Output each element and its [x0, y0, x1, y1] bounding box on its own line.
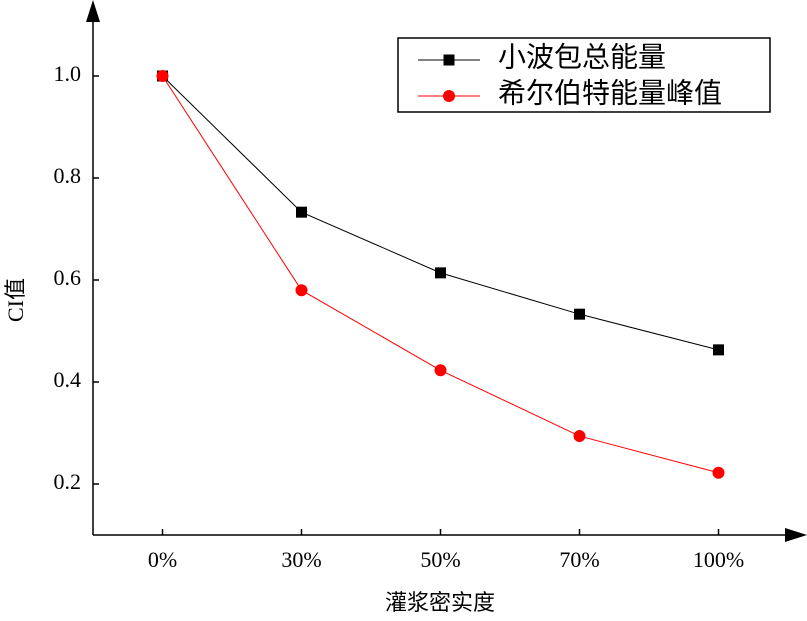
- data-point: [435, 267, 446, 279]
- data-point: [295, 284, 308, 297]
- data-point: [573, 430, 586, 443]
- y-tick-label: 0.2: [54, 469, 82, 494]
- y-tick-label: 0.6: [54, 265, 82, 290]
- data-point: [434, 364, 447, 377]
- data-point: [713, 344, 724, 356]
- y-tick-label: 0.4: [54, 367, 82, 392]
- y-axis-label: CI值: [3, 278, 28, 322]
- y-tick-label: 0.8: [54, 163, 82, 188]
- x-tick-label: 30%: [281, 547, 321, 572]
- data-point: [712, 466, 725, 479]
- legend-label: 小波包总能量: [498, 41, 666, 73]
- y-axis-arrow: [86, 0, 100, 22]
- x-tick-label: 0%: [148, 547, 177, 572]
- x-tick-label: 70%: [559, 547, 599, 572]
- legend-box: [397, 37, 771, 113]
- data-point: [574, 308, 585, 320]
- data-point: [156, 70, 169, 82]
- x-axis-arrow: [785, 528, 807, 542]
- series-line: [162, 75, 719, 351]
- x-axis-label: 灌浆密实度: [385, 590, 495, 615]
- legend-marker: [443, 54, 455, 66]
- legend-marker: [443, 90, 455, 102]
- x-tick-label: 50%: [420, 547, 460, 572]
- x-tick-label: 100%: [693, 547, 744, 572]
- legend-label: 希尔伯特能量峰值: [498, 77, 722, 109]
- data-point: [296, 206, 307, 218]
- y-tick-label: 1.0: [54, 61, 82, 86]
